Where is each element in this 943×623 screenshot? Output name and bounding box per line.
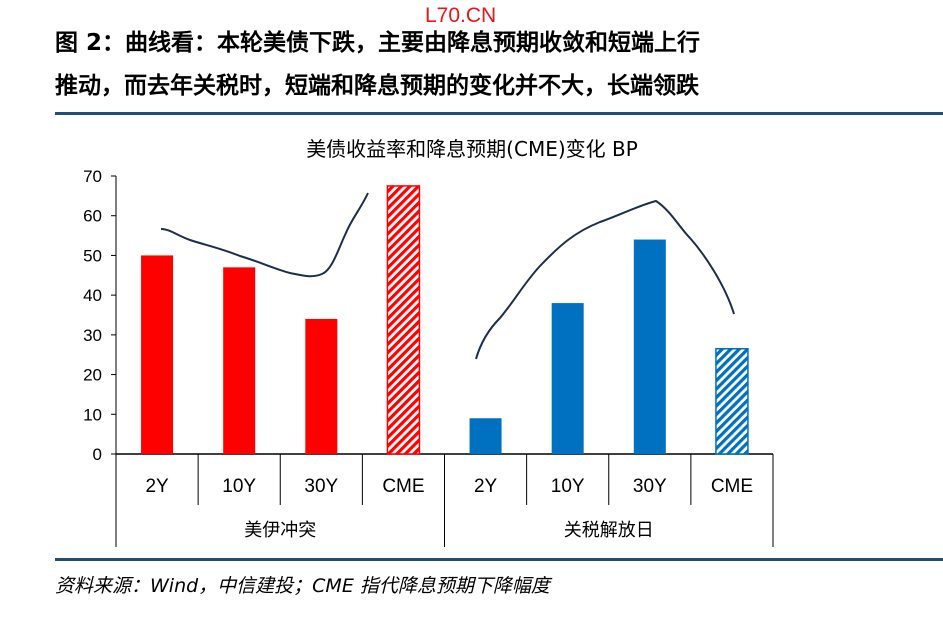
x-tick-label: 10Y xyxy=(222,476,256,497)
trend-curve-1 xyxy=(160,192,369,278)
bar-2y-1 xyxy=(469,418,502,454)
group-label: 美伊冲突 xyxy=(244,520,316,541)
top-rule xyxy=(55,112,943,115)
bar-30y-1 xyxy=(633,239,666,454)
bar-2y-0 xyxy=(141,255,174,454)
bar-30y-0 xyxy=(305,318,338,454)
figure-title: 图 2：曲线看：本轮美债下跌，主要由降息预期收敛和短端上行 推动，而去年关税时，… xyxy=(55,22,935,108)
x-tick-label: 30Y xyxy=(304,476,338,497)
x-tick-label: 2Y xyxy=(474,476,498,497)
bar-cme-1 xyxy=(715,348,749,455)
y-tick-label: 30 xyxy=(83,326,102,345)
x-tick-label: 30Y xyxy=(633,476,667,497)
title-line-2: 推动，而去年关税时，短端和降息预期的变化并不大，长端领跌 xyxy=(55,73,699,99)
x-tick-label: 10Y xyxy=(551,476,585,497)
bar-10y-0 xyxy=(223,267,256,454)
x-tick-label: CME xyxy=(382,476,424,497)
y-tick-label: 60 xyxy=(83,207,102,226)
y-tick-label: 70 xyxy=(83,167,102,186)
trend-curve-2 xyxy=(475,199,735,360)
bar-10y-1 xyxy=(551,303,584,454)
group-label: 关税解放日 xyxy=(564,520,654,541)
y-tick-label: 40 xyxy=(83,286,102,305)
bar-chart: 美债收益率和降息预期(CME)变化 BP 0 10 20 30 40 50 60 70 2Y 10… xyxy=(83,137,774,547)
bottom-rule xyxy=(55,558,943,561)
title-line-1: 图 2：曲线看：本轮美债下跌，主要由降息预期收敛和短端上行 xyxy=(55,30,701,56)
x-tick-label: CME xyxy=(711,476,753,497)
bar-cme-0 xyxy=(386,185,421,455)
watermark: L70.CN xyxy=(425,4,497,27)
y-tick-label: 0 xyxy=(93,445,102,464)
y-tick-label: 50 xyxy=(83,246,102,265)
y-tick-label: 10 xyxy=(83,405,102,424)
chart-title: 美债收益率和降息预期(CME)变化 BP xyxy=(306,137,638,161)
y-tick-label: 20 xyxy=(83,366,102,385)
x-tick-label: 2Y xyxy=(145,476,169,497)
source-note: 资料来源：Wind，中信建投；CME 指代降息预期下降幅度 xyxy=(55,575,550,597)
